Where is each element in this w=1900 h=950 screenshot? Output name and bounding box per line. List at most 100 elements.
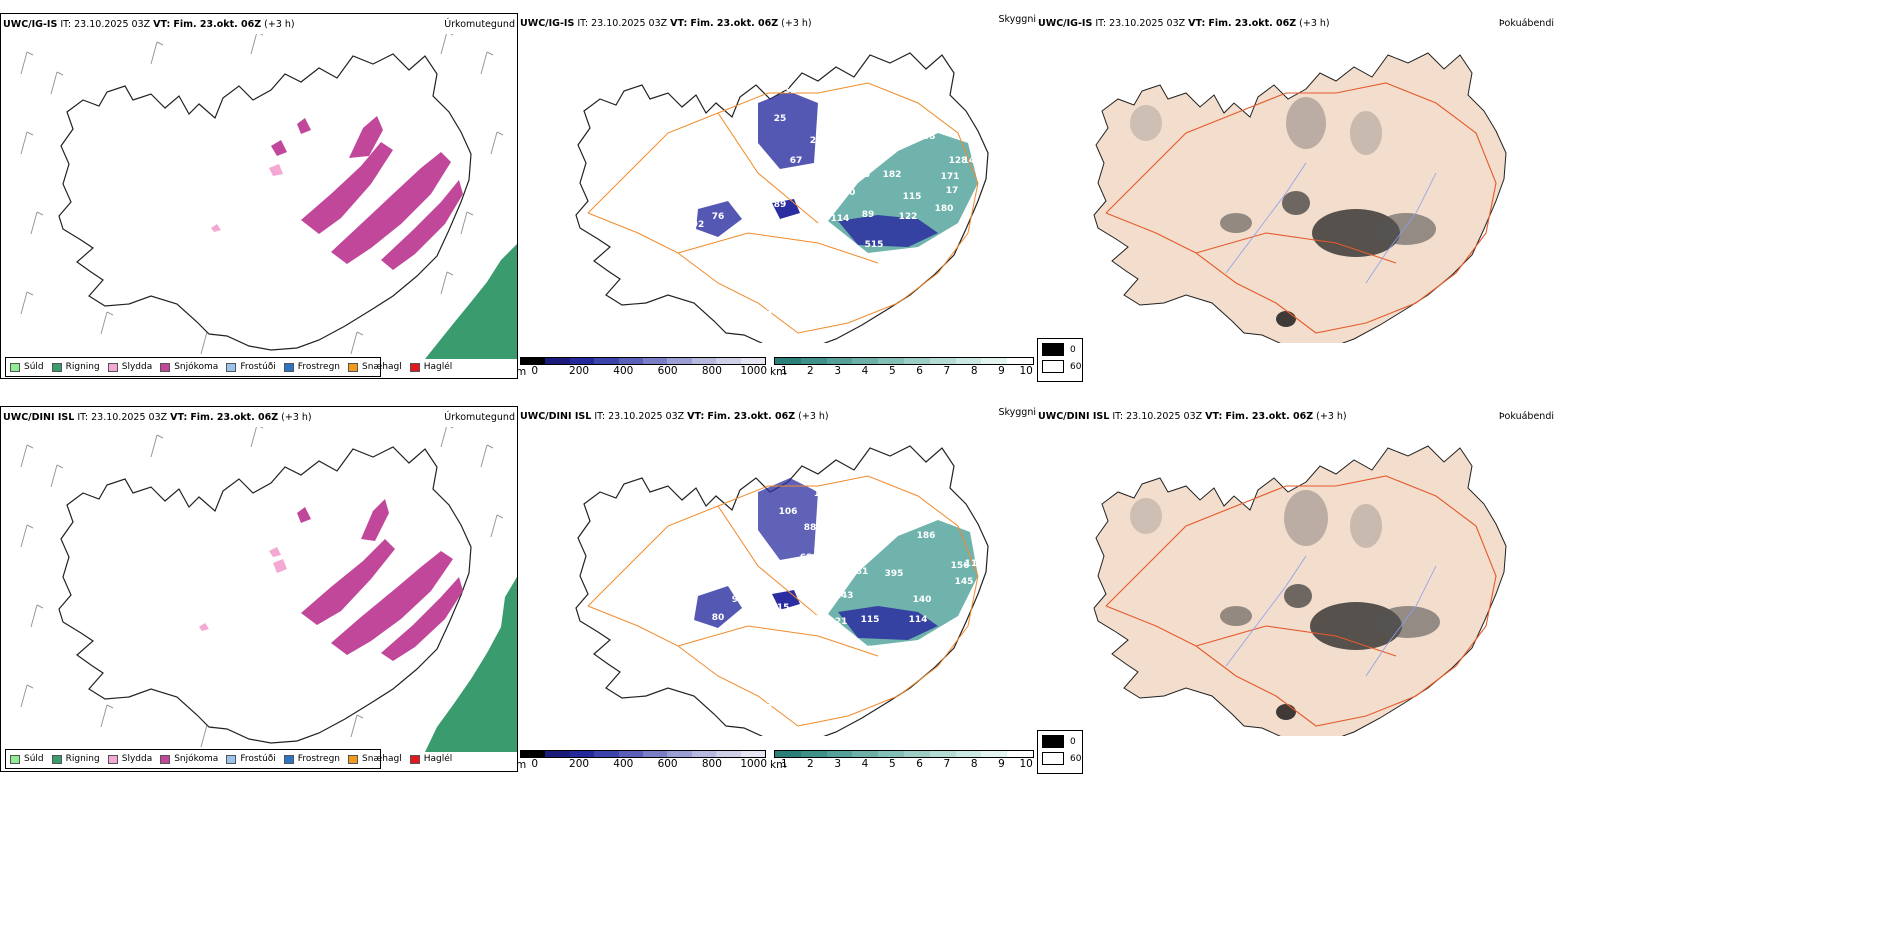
colorbar-swatch [716,751,741,757]
rivers [1225,162,1437,284]
colorbar-tick: 5 [888,758,896,770]
sleet-areas [211,164,283,232]
colorbar-tick: 5 [888,365,896,377]
colorbar-tick: 4 [861,758,869,770]
vis-value: 395 [885,569,904,579]
lead-time: (+3 h) [1316,411,1347,422]
panel-header: UWC/IG-IS IT: 23.10.2025 03Z VT: Fim. 23… [520,14,1036,32]
vis-value: 69 [854,134,867,144]
colorbar-swatch [691,358,717,364]
roads [587,82,979,334]
vis-value: 182 [883,170,902,180]
vis-value: 115 [903,192,922,202]
colorbar-swatch [903,751,930,757]
fog-legend-row2: 0 60 [1037,730,1083,774]
legend-item: Frostregn [283,754,340,764]
vis-value: 142 [893,515,912,525]
legend-item: Snæhagl [348,362,402,372]
vis-value: 51 [784,86,797,96]
legend-item: Haglél [409,362,452,372]
colorbar-swatch [545,751,570,757]
colorbar-swatch [618,751,644,757]
vis-value: 28 [810,136,823,146]
legend-item: Frostúði [226,362,276,372]
colorbar-tick: 1000 [740,365,768,377]
vis-value: 140 [913,595,932,605]
colorbar-tick: 400 [613,365,634,377]
fog-legend-row1: 0 60 [1037,338,1083,382]
fog-legend-value: 0 [1070,344,1076,355]
colorbar-swatch [981,358,1008,364]
colorbar-swatch [1007,751,1033,757]
colorbar-unit: km [770,759,787,771]
panel-title: Þokuábendi [1498,18,1554,29]
visibility-map: 63 208 25 28 420 67 69 164 83 182 128 14… [575,52,989,343]
it-value: 23.10.2025 03Z [1109,18,1186,29]
vis-value: 114 [909,615,928,625]
vis-value: 114 [831,214,850,224]
vis-value: 68 [800,553,813,563]
panel-title: Þokuábendi [1498,411,1554,422]
vis-value: 53 [760,701,773,711]
colorbar-swatch [878,751,904,757]
precip-type-panel-row1: UWC/IG-IS IT: 23.10.2025 03Z VT: Fim. 23… [0,13,518,379]
colorbar-swatch [594,751,619,757]
colorbar-swatch [878,358,904,364]
vt-value: Fim. 23.okt. 06Z [1208,18,1297,29]
vis-value: 420 [821,138,840,148]
vis-value: 134 [863,545,882,555]
vis-value: 63 [890,106,903,116]
fog-legend-value: 60 [1070,361,1082,372]
vt-value: Fim. 23.okt. 06Z [1225,411,1314,422]
vis-value: 145 [955,577,974,587]
colorbar-tick: 200 [569,365,590,377]
colorbar-tick: 6 [916,758,923,770]
fog-legend-value: 60 [1070,753,1082,764]
colorbar-swatch [521,358,546,364]
vis-value: 81 [856,567,869,577]
colorbar-swatch [667,358,692,364]
legend-item: Rigning [51,754,100,764]
colorbar-tick: 2 [807,365,814,377]
vis-value: 96 [814,204,827,214]
colorbar-tick: 1 [781,758,788,770]
vis-value: 186 [917,531,936,541]
model-name: UWC/DINI ISL [520,411,592,422]
it-value: 23.10.2025 03Z [591,18,668,29]
vis-value: 82 [732,196,745,206]
colorbar-swatch [618,358,644,364]
roads [1105,82,1497,334]
vis-value: 130 [837,188,856,198]
rain-area [425,577,517,752]
panel-header: UWC/DINI ISL IT: 23.10.2025 03Z VT: Fim.… [3,412,515,426]
colorbar-swatch [929,751,956,757]
vis-value: 515 [865,240,884,250]
height-colorbar: 0 200 400 600 800 1000 m [518,357,768,379]
it-label: IT: [577,18,589,29]
vis-value: 13 [760,308,773,318]
panel-title: Úrkomutegund [444,412,515,423]
colorbar-swatch [775,358,801,364]
colorbar-swatch [643,751,668,757]
colorbar-tick: 3 [834,758,842,770]
colorbar-tick: 200 [569,758,590,770]
vis-value: 17 [946,186,959,196]
model-name: UWC/IG-IS [1038,18,1093,29]
colorbar-swatch [1007,358,1033,364]
colorbar-swatch [852,358,879,364]
model-name: UWC/DINI ISL [1038,411,1110,422]
vt-value: Fim. 23.okt. 06Z [190,412,279,423]
colorbar-tick: 0 [531,365,539,377]
colorbar-tick: 10 [1019,758,1033,770]
fog-index-map [1093,445,1507,736]
colorbar-swatch [981,751,1008,757]
fog-index-panel-row2: UWC/DINI ISL IT: 23.10.2025 03Z VT: Fim.… [1036,406,1556,772]
vis-value: 121 [829,617,848,627]
colorbar-tick: 800 [701,365,722,377]
colorbar-swatch [955,751,982,757]
vis-value: 128 [949,156,968,166]
legend-item: Snæhagl [348,754,402,764]
fog-areas [1130,97,1436,327]
colorbar-unit: km [770,366,787,378]
vt-label: VT: [153,19,171,30]
